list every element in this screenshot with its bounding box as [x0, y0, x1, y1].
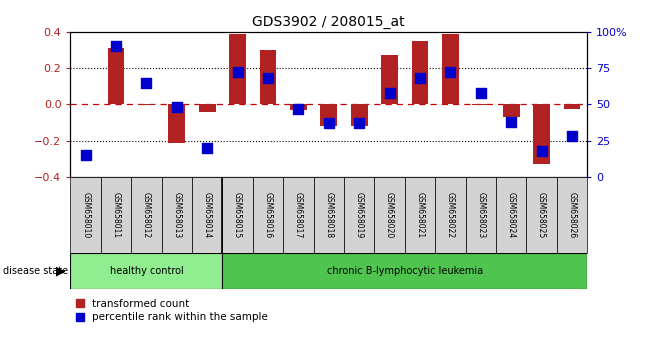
Bar [253, 177, 283, 253]
Text: healthy control: healthy control [109, 266, 183, 276]
Bar [472, 104, 489, 105]
Text: GSM658013: GSM658013 [172, 192, 181, 238]
Bar [222, 177, 253, 253]
Bar [229, 34, 246, 104]
Bar [283, 177, 313, 253]
Point [475, 90, 486, 96]
Bar [313, 177, 344, 253]
Bar [411, 41, 428, 104]
Bar [192, 177, 222, 253]
Text: disease state: disease state [3, 266, 68, 276]
Point [262, 75, 273, 81]
Bar [442, 34, 459, 104]
Bar [564, 104, 580, 109]
Bar [132, 177, 162, 253]
Bar [321, 104, 337, 126]
Point [506, 119, 517, 125]
Text: GSM658012: GSM658012 [142, 192, 151, 238]
Bar [405, 177, 435, 253]
Legend: transformed count, percentile rank within the sample: transformed count, percentile rank withi… [76, 299, 268, 322]
Text: GSM658017: GSM658017 [294, 192, 303, 238]
Text: GSM658021: GSM658021 [415, 192, 425, 238]
Text: GSM658011: GSM658011 [111, 192, 121, 238]
Bar [101, 177, 132, 253]
Bar [496, 177, 526, 253]
Text: chronic B-lymphocytic leukemia: chronic B-lymphocytic leukemia [327, 266, 483, 276]
Bar [381, 56, 398, 104]
Text: GSM658015: GSM658015 [233, 192, 242, 238]
Point [323, 120, 334, 126]
Bar [260, 50, 276, 104]
Title: GDS3902 / 208015_at: GDS3902 / 208015_at [252, 16, 405, 29]
Bar [168, 104, 185, 143]
Text: GSM658022: GSM658022 [446, 192, 455, 238]
Bar [526, 177, 557, 253]
Text: GSM658025: GSM658025 [537, 192, 546, 238]
Point [172, 104, 183, 110]
Bar [222, 253, 587, 289]
Point [141, 80, 152, 85]
Bar [107, 48, 124, 104]
Bar [199, 104, 215, 112]
Bar [70, 253, 222, 289]
Text: GSM658010: GSM658010 [81, 192, 90, 238]
Bar [290, 104, 307, 110]
Point [81, 152, 91, 158]
Text: ▶: ▶ [56, 264, 66, 277]
Point [445, 70, 456, 75]
Bar [374, 177, 405, 253]
Text: GSM658026: GSM658026 [568, 192, 576, 238]
Point [566, 133, 577, 139]
Point [354, 120, 364, 126]
Bar [138, 104, 155, 105]
Text: GSM658018: GSM658018 [324, 192, 333, 238]
Point [415, 75, 425, 81]
Bar [344, 177, 374, 253]
Point [232, 70, 243, 75]
Point [536, 148, 547, 154]
Bar [435, 177, 466, 253]
Text: GSM658016: GSM658016 [264, 192, 272, 238]
Point [384, 90, 395, 96]
Bar [70, 177, 101, 253]
Bar [533, 104, 550, 164]
Point [202, 145, 213, 151]
Bar [466, 177, 496, 253]
Bar [557, 177, 587, 253]
Bar [162, 177, 192, 253]
Point [111, 44, 121, 49]
Text: GSM658024: GSM658024 [507, 192, 515, 238]
Bar [351, 104, 368, 126]
Text: GSM658019: GSM658019 [355, 192, 364, 238]
Text: GSM658014: GSM658014 [203, 192, 212, 238]
Point [293, 106, 304, 112]
Text: GSM658020: GSM658020 [385, 192, 394, 238]
Bar [503, 104, 519, 117]
Text: GSM658023: GSM658023 [476, 192, 485, 238]
